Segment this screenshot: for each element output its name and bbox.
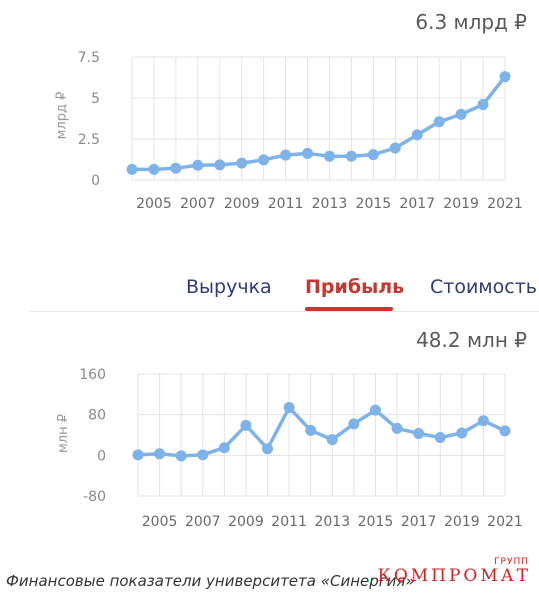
data-point xyxy=(218,442,230,454)
data-point xyxy=(305,424,317,436)
x-tick-label: 2005 xyxy=(142,514,178,530)
x-tick-label: 2009 xyxy=(224,196,260,212)
x-tick-label: 2007 xyxy=(185,514,221,530)
watermark-logo: КОМПРОМАТ xyxy=(377,566,531,586)
data-point xyxy=(326,434,338,446)
data-point xyxy=(477,415,489,427)
series-line xyxy=(130,74,507,172)
data-point xyxy=(175,450,187,462)
y-tick-label: 0 xyxy=(97,448,106,464)
x-tick-label: 2015 xyxy=(356,196,392,212)
x-tick-label: 2019 xyxy=(444,514,480,530)
data-point xyxy=(391,422,403,434)
data-point xyxy=(192,159,204,171)
data-point xyxy=(132,449,144,461)
data-point xyxy=(323,150,335,162)
data-point xyxy=(348,418,360,430)
x-tick-label: 2021 xyxy=(487,196,523,212)
data-point xyxy=(170,162,182,174)
data-point xyxy=(214,159,226,171)
data-point xyxy=(456,427,468,439)
tab-revenue[interactable]: Выручка xyxy=(186,276,272,298)
data-point xyxy=(413,427,425,439)
x-tick-label: 2007 xyxy=(180,196,216,212)
data-point xyxy=(389,142,401,154)
x-tick-label: 2009 xyxy=(228,514,264,530)
data-point xyxy=(434,432,446,444)
data-point xyxy=(499,71,511,83)
watermark-group-text: ГРУПП xyxy=(494,557,529,567)
data-point xyxy=(283,402,295,414)
chart2-big-value: 48.2 млн ₽ xyxy=(416,328,527,352)
y-tick-label: -80 xyxy=(83,489,106,505)
data-point xyxy=(240,419,252,431)
active-tab-indicator xyxy=(305,307,393,311)
data-point xyxy=(258,154,270,166)
profit-chart: -80 0 80 160 2005 2007 2009 2011 2013 2015 2017 201… xyxy=(79,367,523,530)
x-tick-label: 2005 xyxy=(136,196,172,212)
y-tick-label: 5 xyxy=(91,91,100,107)
data-point xyxy=(455,108,467,120)
y-tick-label: 2.5 xyxy=(78,132,100,148)
data-point xyxy=(262,443,274,455)
data-point xyxy=(345,150,357,162)
x-tick-label: 2017 xyxy=(399,196,435,212)
data-point xyxy=(302,147,314,159)
data-point xyxy=(236,157,248,169)
x-tick-label: 2013 xyxy=(312,196,348,212)
data-point xyxy=(148,163,160,175)
metric-tabs: Выручка Прибыль Стоимость xyxy=(0,276,539,316)
data-point xyxy=(411,129,423,141)
tab-value[interactable]: Стоимость xyxy=(430,276,537,298)
data-point xyxy=(367,149,379,161)
x-tick-label: 2017 xyxy=(401,514,437,530)
data-point xyxy=(433,116,445,128)
data-point xyxy=(369,404,381,416)
figure-caption: Финансовые показатели университета «Сине… xyxy=(6,572,415,590)
x-tick-label: 2019 xyxy=(443,196,479,212)
chart1-big-value: 6.3 млрд ₽ xyxy=(415,10,527,34)
y-tick-label: 80 xyxy=(88,408,106,424)
data-point xyxy=(499,425,511,437)
x-tick-label: 2011 xyxy=(271,514,307,530)
divider xyxy=(30,311,539,312)
data-point xyxy=(477,99,489,111)
data-point xyxy=(280,149,292,161)
y-tick-label: 7.5 xyxy=(78,50,100,66)
data-point xyxy=(197,449,209,461)
tab-profit[interactable]: Прибыль xyxy=(305,276,405,298)
revenue-chart: 0 2.5 5 7.5 2005 2007 2009 2011 2013 2015 2017 2019… xyxy=(78,50,523,212)
data-point xyxy=(126,163,138,175)
y-tick-label: 160 xyxy=(79,367,106,383)
y-tick-label: 0 xyxy=(91,173,100,189)
data-point xyxy=(154,448,166,460)
x-tick-label: 2013 xyxy=(314,514,350,530)
x-tick-label: 2011 xyxy=(268,196,304,212)
x-tick-label: 2021 xyxy=(487,514,523,530)
x-tick-label: 2015 xyxy=(358,514,394,530)
